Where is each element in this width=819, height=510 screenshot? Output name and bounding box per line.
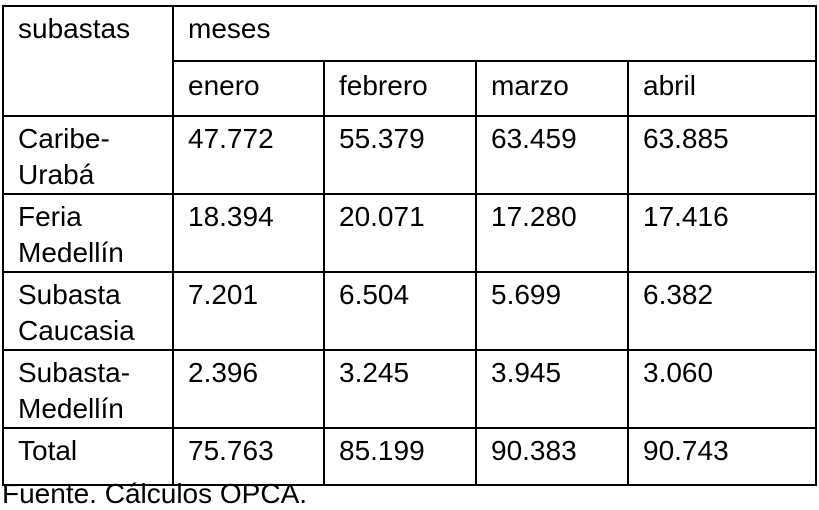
month-header: enero <box>172 60 325 117</box>
row-label-header: subastas <box>2 5 174 117</box>
value-cell: 6.382 <box>627 271 817 351</box>
value-cell: 3.060 <box>627 349 817 429</box>
data-row: Subasta-Medellín 2.396 3.245 3.945 3.060 <box>2 349 817 429</box>
data-row: Subasta Caucasia 7.201 6.504 5.699 6.382 <box>2 271 817 351</box>
value-cell: 18.394 <box>172 193 325 273</box>
row-label: Subasta Caucasia <box>2 271 174 351</box>
row-label: Feria Medellín <box>2 193 174 273</box>
value-cell: 3.245 <box>323 349 477 429</box>
month-header: febrero <box>323 60 477 117</box>
data-row: Feria Medellín 18.394 20.071 17.280 17.416 <box>2 193 817 273</box>
data-row: Caribe-Urabá 47.772 55.379 63.459 63.885 <box>2 115 817 195</box>
data-table: subastas meses enero febrero marzo abril… <box>2 5 817 486</box>
value-cell: 7.201 <box>172 271 325 351</box>
value-cell: 2.396 <box>172 349 325 429</box>
row-label: Subasta-Medellín <box>2 349 174 429</box>
value-cell: 3.945 <box>475 349 629 429</box>
month-header: abril <box>627 60 817 117</box>
row-label: Caribe-Urabá <box>2 115 174 195</box>
value-cell: 55.379 <box>323 115 477 195</box>
value-cell: 75.763 <box>172 427 325 486</box>
source-note: Fuente. Cálculos OPCA. <box>2 478 308 509</box>
value-cell: 90.383 <box>475 427 629 486</box>
value-cell: 6.504 <box>323 271 477 351</box>
value-cell: 85.199 <box>323 427 477 486</box>
value-cell: 17.416 <box>627 193 817 273</box>
value-cell: 90.743 <box>627 427 817 486</box>
row-label: Total <box>2 427 174 486</box>
month-row: enero febrero marzo abril <box>3 60 817 117</box>
data-row: Total 75.763 85.199 90.383 90.743 <box>2 427 817 486</box>
value-cell: 63.885 <box>627 115 817 195</box>
value-cell: 17.280 <box>475 193 629 273</box>
group-header: meses <box>172 5 817 62</box>
value-cell: 63.459 <box>475 115 629 195</box>
value-cell: 47.772 <box>172 115 325 195</box>
header-row: subastas meses <box>2 5 817 117</box>
value-cell: 5.699 <box>475 271 629 351</box>
month-header: marzo <box>475 60 629 117</box>
value-cell: 20.071 <box>323 193 477 273</box>
